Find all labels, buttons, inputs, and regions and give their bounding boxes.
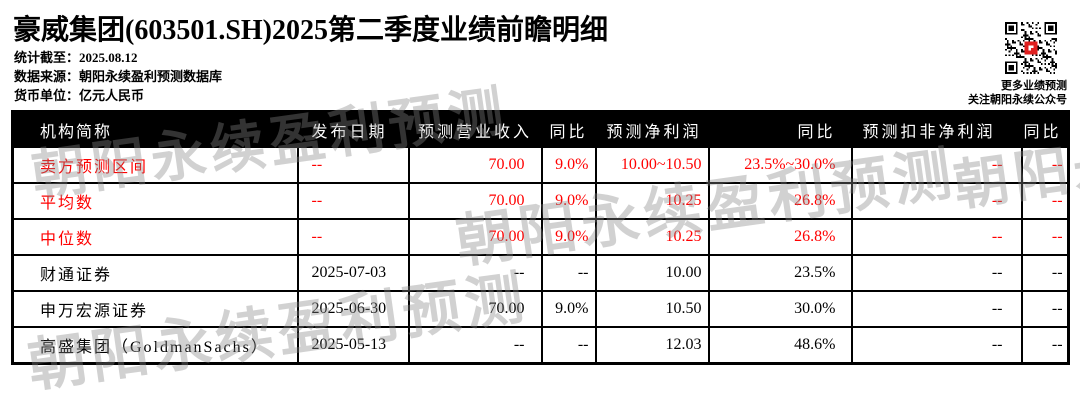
cell: 9.0% <box>540 218 597 256</box>
cell: 高盛集团（GoldmanSachs） <box>11 326 299 365</box>
cell: 10.25 <box>594 182 710 220</box>
cell: -- <box>850 290 1023 328</box>
cell: 中位数 <box>11 218 299 256</box>
column-header-5: 同比 <box>707 110 853 148</box>
cell: -- <box>296 218 410 256</box>
table-row: 平均数 -- 70.00 9.0% 10.25 26.8% -- -- <box>11 182 1070 220</box>
cell: 23.5% <box>707 254 853 292</box>
cell: 卖方预测区间 <box>11 146 299 184</box>
meta-label: 货币单位： <box>14 88 80 103</box>
table-row: 申万宏源证券 2025-06-30 70.00 9.0% 10.50 30.0% -- -- <box>11 290 1070 328</box>
column-header-6: 预测扣非净利润 <box>850 110 1023 148</box>
cell: -- <box>850 218 1023 256</box>
table-row: 中位数 -- 70.00 9.0% 10.25 26.8% -- -- <box>11 218 1070 256</box>
cell: -- <box>540 254 597 292</box>
meta-value: 亿元人民币 <box>79 88 145 103</box>
column-header-1: 发布日期 <box>296 110 410 148</box>
cell: -- <box>850 146 1023 184</box>
cell: 10.00~10.50 <box>594 146 710 184</box>
cell: 70.00 <box>407 290 543 328</box>
cell: 2025-07-03 <box>296 254 410 292</box>
forecast-table: 机构简称 发布日期 预测营业收入 同比 预测净利润 同比 预测扣非净利润 同比 卖方预测区间 -… <box>11 110 1070 365</box>
cell: -- <box>850 182 1023 220</box>
table-header-row: 机构简称 发布日期 预测营业收入 同比 预测净利润 同比 预测扣非净利润 同比 <box>11 110 1070 148</box>
cell: -- <box>1020 146 1070 184</box>
cell: 10.50 <box>594 290 710 328</box>
cell: -- <box>1020 326 1070 365</box>
report-meta: 统计截至：2025.08.12 数据来源：朝阳永续盈利预测数据库 货币单位：亿元… <box>14 48 222 105</box>
cell: 10.00 <box>594 254 710 292</box>
column-header-7: 同比 <box>1020 110 1070 148</box>
table-row: 财通证券 2025-07-03 -- -- 10.00 23.5% -- -- <box>11 254 1070 292</box>
meta-stat-date: 统计截至：2025.08.12 <box>14 48 222 67</box>
cell: 26.8% <box>707 218 853 256</box>
cell: -- <box>296 146 410 184</box>
table-row: 高盛集团（GoldmanSachs） 2025-05-13 -- -- 12.03 48.… <box>11 326 1070 365</box>
cell: -- <box>540 326 597 365</box>
cell: 2025-06-30 <box>296 290 410 328</box>
qr-panel: 更多业绩预测 关注朝阳永续公众号 <box>877 22 1067 107</box>
cell: 26.8% <box>707 182 853 220</box>
cell: 9.0% <box>540 290 597 328</box>
cell: 申万宏源证券 <box>11 290 299 328</box>
cell: -- <box>1020 290 1070 328</box>
column-header-0: 机构简称 <box>11 110 299 148</box>
column-header-2: 预测营业收入 <box>407 110 543 148</box>
cell: -- <box>850 254 1023 292</box>
cell: -- <box>850 326 1023 365</box>
cell: 10.25 <box>594 218 710 256</box>
cell: 70.00 <box>407 182 543 220</box>
column-header-3: 同比 <box>540 110 597 148</box>
cell: -- <box>407 254 543 292</box>
qr-code <box>1005 22 1057 74</box>
column-header-4: 预测净利润 <box>594 110 710 148</box>
cell: 平均数 <box>11 182 299 220</box>
qr-caption-line1: 更多业绩预测 <box>1001 80 1067 92</box>
meta-currency-unit: 货币单位：亿元人民币 <box>14 86 222 105</box>
meta-label: 统计截至： <box>14 50 80 65</box>
cell: 2025-05-13 <box>296 326 410 365</box>
cell: 70.00 <box>407 146 543 184</box>
cell: 48.6% <box>707 326 853 365</box>
meta-value: 朝阳永续盈利预测数据库 <box>79 69 223 84</box>
cell: 财通证券 <box>11 254 299 292</box>
cell: -- <box>407 326 543 365</box>
page-title: 豪威集团(603501.SH)2025第二季度业绩前瞻明细 <box>13 15 609 46</box>
meta-data-source: 数据来源：朝阳永续盈利预测数据库 <box>14 67 222 86</box>
cell: 70.00 <box>407 218 543 256</box>
cell: 23.5%~30.0% <box>707 146 853 184</box>
cell: 9.0% <box>540 146 597 184</box>
cell: 9.0% <box>540 182 597 220</box>
cell: 30.0% <box>707 290 853 328</box>
cell: -- <box>1020 254 1070 292</box>
meta-value: 2025.08.12 <box>79 50 138 65</box>
cell: -- <box>1020 182 1070 220</box>
table-row: 卖方预测区间 -- 70.00 9.0% 10.00~10.50 23.5%~30.0% -… <box>11 146 1070 184</box>
meta-label: 数据来源： <box>14 69 80 84</box>
cell: -- <box>1020 218 1070 256</box>
cell: 12.03 <box>594 326 710 365</box>
cell: -- <box>296 182 410 220</box>
qr-caption-line2: 关注朝阳永续公众号 <box>968 94 1067 106</box>
